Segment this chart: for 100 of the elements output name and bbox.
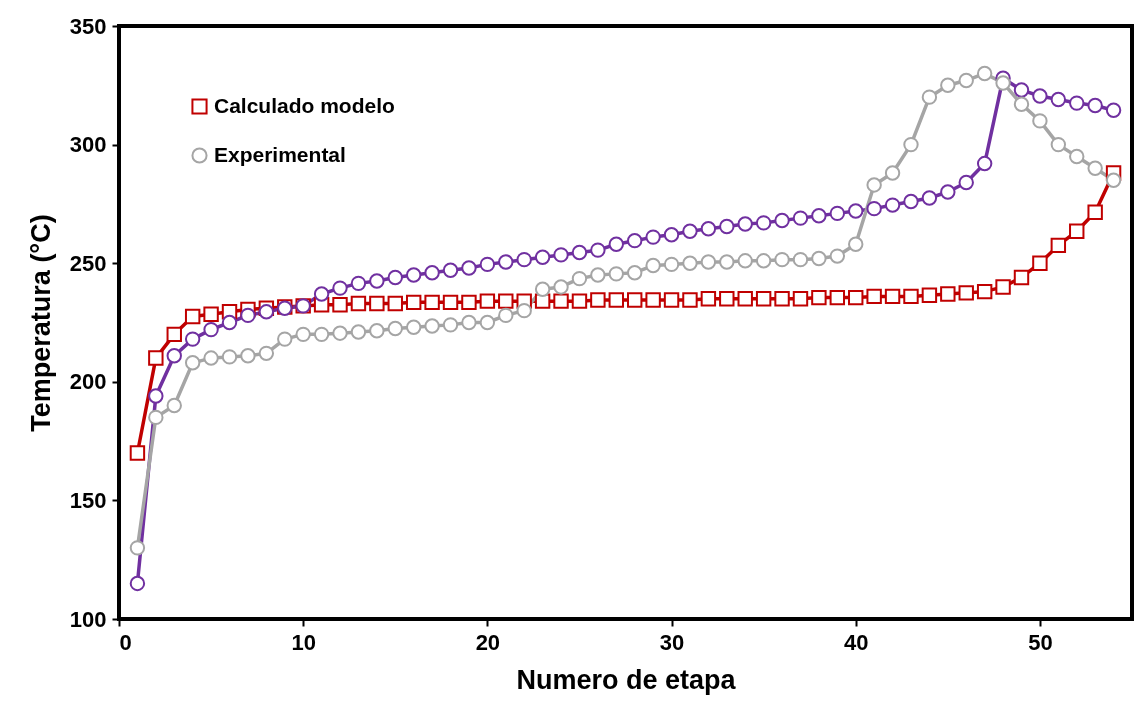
- point: [774, 212, 790, 229]
- point: [829, 248, 846, 264]
- point: [1032, 88, 1048, 104]
- point: [369, 295, 385, 312]
- point: [534, 281, 551, 297]
- point: [405, 319, 422, 335]
- point: [498, 307, 514, 324]
- point: [848, 236, 864, 252]
- point: [700, 221, 717, 237]
- point: [719, 218, 735, 235]
- point: [866, 177, 882, 193]
- point: [700, 254, 717, 270]
- point: [424, 264, 440, 281]
- point: [1032, 255, 1048, 271]
- point: [737, 253, 753, 269]
- point: [645, 292, 661, 308]
- point: [884, 288, 901, 305]
- point: [811, 289, 827, 306]
- point: [332, 280, 348, 296]
- point: [553, 293, 569, 309]
- point: [479, 293, 496, 309]
- point: [277, 331, 293, 347]
- point: [921, 287, 938, 303]
- point: [184, 355, 201, 371]
- point: [129, 445, 146, 461]
- point: [884, 165, 901, 181]
- x-tick-label: 0: [119, 629, 132, 655]
- point: [1087, 160, 1103, 177]
- point: [829, 205, 846, 222]
- point: [921, 190, 938, 206]
- point: [203, 350, 219, 366]
- x-tick-label: 40: [843, 629, 869, 655]
- point: [737, 216, 753, 232]
- point: [387, 295, 403, 312]
- point: [663, 292, 680, 308]
- point: [571, 270, 588, 287]
- point: [1032, 113, 1048, 129]
- point: [184, 331, 201, 347]
- point: [755, 291, 772, 307]
- point: [829, 289, 846, 306]
- point: [1069, 223, 1085, 239]
- point: [1105, 102, 1122, 118]
- point: [240, 307, 256, 324]
- point: [940, 286, 956, 302]
- point: [553, 279, 569, 295]
- y-tick-label: 350: [69, 13, 107, 39]
- point: [479, 314, 496, 331]
- legend-label: Experimental: [214, 142, 346, 166]
- point: [645, 257, 661, 274]
- x-tick-label: 20: [475, 629, 501, 655]
- y-tick-label: 250: [69, 250, 107, 276]
- point: [203, 321, 219, 338]
- point: [424, 318, 440, 334]
- point: [848, 289, 864, 306]
- point: [958, 285, 974, 301]
- point: [184, 308, 201, 325]
- point: [442, 317, 459, 333]
- point: [590, 242, 606, 258]
- point: [498, 254, 514, 270]
- point: [792, 210, 809, 226]
- point: [866, 200, 882, 217]
- point: [792, 251, 809, 268]
- point: [553, 247, 569, 263]
- point: [332, 325, 348, 341]
- point: [240, 348, 256, 364]
- point: [295, 326, 311, 343]
- point: [313, 326, 330, 343]
- point: [1050, 136, 1067, 153]
- point: [129, 540, 146, 556]
- point: [258, 345, 275, 362]
- point: [719, 254, 735, 270]
- point: [995, 75, 1011, 91]
- point: [976, 283, 993, 300]
- point: [663, 256, 680, 273]
- point: [387, 320, 403, 337]
- point: [369, 323, 385, 339]
- point: [369, 273, 385, 289]
- point: [921, 89, 938, 105]
- point: [461, 260, 477, 276]
- point: [627, 292, 643, 308]
- point: [516, 251, 532, 268]
- point: [958, 174, 974, 191]
- point: [148, 350, 164, 366]
- point: [387, 269, 403, 286]
- point: [203, 306, 219, 322]
- point: [682, 255, 698, 271]
- legend-label: Calculado modelo: [214, 93, 395, 117]
- point: [166, 326, 182, 343]
- point: [498, 293, 514, 309]
- point: [811, 208, 827, 224]
- point: [1050, 91, 1067, 108]
- point: [332, 297, 348, 313]
- point: [424, 294, 440, 311]
- x-tick-label: 10: [291, 629, 316, 655]
- point: [148, 388, 164, 404]
- point: [645, 229, 661, 245]
- point: [719, 291, 735, 307]
- point: [1087, 97, 1103, 114]
- point: [976, 155, 993, 172]
- point: [682, 292, 698, 308]
